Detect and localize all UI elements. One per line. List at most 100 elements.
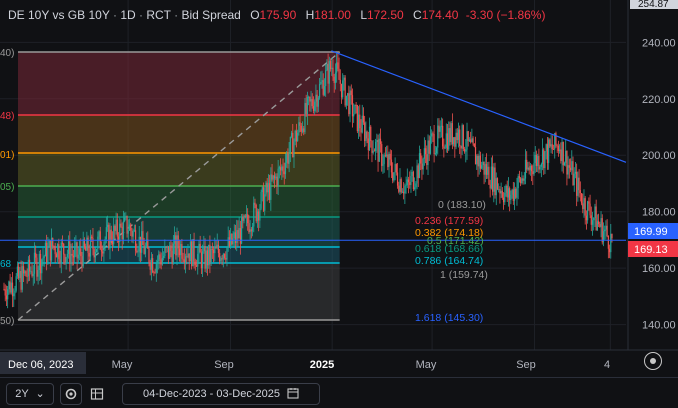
candle (137, 248, 139, 258)
candle (600, 211, 602, 238)
candle (551, 135, 553, 154)
candle (361, 104, 363, 134)
candle (549, 138, 551, 148)
candle (282, 158, 284, 178)
candle (579, 181, 581, 202)
candle (442, 118, 444, 150)
candle (455, 128, 457, 150)
candle (593, 217, 595, 231)
candle (550, 134, 552, 154)
candle (85, 243, 87, 251)
candle (59, 250, 61, 268)
candle (212, 246, 215, 263)
candle (113, 217, 115, 248)
candle (601, 214, 603, 245)
candle (467, 130, 469, 147)
candle (273, 171, 276, 189)
candle (67, 235, 70, 259)
candle (417, 163, 419, 187)
candle (489, 179, 491, 198)
candle (83, 237, 86, 250)
candle (454, 136, 456, 158)
candle (102, 245, 104, 257)
close-value: 174.40 (421, 8, 459, 22)
candle (393, 172, 395, 183)
crosshair-date-badge (0, 352, 86, 374)
high-label: H (305, 8, 315, 22)
open-value: 175.90 (259, 8, 297, 22)
candle (537, 153, 539, 173)
candle (507, 177, 510, 207)
candle (370, 124, 372, 148)
candle (411, 166, 413, 182)
fib-level-label: 0 (183.10) (438, 199, 486, 211)
candle (82, 231, 84, 269)
candle (54, 242, 56, 264)
candle (517, 173, 519, 200)
candle (434, 145, 436, 156)
candle (15, 273, 17, 293)
candle (306, 91, 308, 126)
candle (270, 167, 272, 211)
crosshair-settings-icon[interactable] (644, 352, 662, 370)
fib-left-label: 48) (0, 111, 14, 122)
candle (63, 242, 65, 265)
candle (75, 235, 77, 257)
candle (108, 222, 110, 250)
candle (591, 211, 594, 236)
candle (193, 232, 195, 269)
symbol-title[interactable]: DE 10Y vs GB 10Y (8, 8, 110, 22)
candle (208, 244, 210, 269)
fib-level-label: 1.618 (145.30) (415, 312, 483, 324)
candle (249, 220, 251, 240)
candle (595, 199, 597, 231)
candle (80, 238, 82, 265)
candle (215, 240, 217, 249)
candle (554, 132, 556, 159)
fib-level-label: 0.5 (171.42) (427, 235, 484, 247)
table-icon[interactable] (86, 383, 108, 405)
candle (481, 161, 483, 170)
candle (506, 180, 508, 203)
candle (336, 52, 338, 83)
x-tick-label: 4 (604, 359, 610, 371)
candle (109, 223, 111, 260)
candle (143, 237, 145, 255)
candle (334, 63, 337, 90)
candle (155, 259, 157, 282)
candle (412, 170, 414, 192)
gear-icon[interactable] (60, 383, 82, 405)
candle (199, 235, 201, 253)
candle (388, 151, 390, 178)
candle (181, 238, 183, 264)
candle (24, 269, 26, 276)
candle (532, 164, 534, 186)
date-range-picker[interactable]: 04-Dec-2023 - 03-Dec-2025 (122, 383, 320, 405)
candle (546, 137, 549, 170)
candle (195, 259, 198, 268)
candle (64, 253, 66, 265)
candle (277, 159, 279, 196)
candle (148, 247, 150, 267)
candle (121, 222, 123, 250)
range-selector[interactable]: 2Y ⌄ (6, 383, 54, 405)
candle (409, 171, 411, 189)
candle (91, 234, 93, 242)
candle (305, 94, 307, 118)
candle (81, 251, 83, 272)
candle (573, 167, 575, 192)
candle (468, 137, 471, 142)
candle (87, 235, 89, 261)
candle (20, 260, 22, 293)
candle (446, 123, 449, 154)
candle (161, 248, 163, 266)
interval-label[interactable]: 1D (120, 8, 136, 22)
candle (373, 148, 376, 152)
candle (348, 85, 350, 117)
candle (360, 119, 362, 141)
candle (308, 95, 310, 106)
candle (495, 172, 497, 206)
candle (26, 268, 28, 284)
candle (158, 250, 160, 270)
